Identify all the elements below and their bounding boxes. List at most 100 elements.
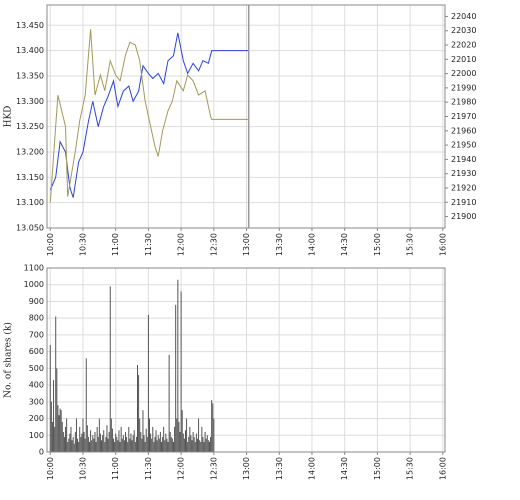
volume-bar bbox=[137, 365, 139, 452]
volume-bar bbox=[157, 435, 159, 452]
volume-bar bbox=[109, 286, 111, 452]
volume-bar bbox=[86, 425, 88, 452]
y-tick-label: 13.200 bbox=[16, 147, 44, 156]
volume-bar bbox=[165, 433, 167, 452]
x-tick-label: 16:00 bbox=[438, 233, 447, 256]
y-tick-label: 1000 bbox=[24, 280, 44, 289]
volume-bar bbox=[89, 441, 91, 452]
y-tick-label: 13.150 bbox=[16, 173, 44, 182]
volume-bar bbox=[118, 430, 120, 452]
plot-frame bbox=[46, 267, 446, 453]
volume-bar bbox=[103, 430, 105, 452]
x-tick-label: 10:00 bbox=[46, 457, 55, 480]
volume-bar bbox=[128, 426, 130, 452]
volume-bar bbox=[105, 436, 107, 452]
volume-bar bbox=[152, 426, 154, 452]
volume-bar bbox=[78, 441, 80, 452]
volume-bar bbox=[213, 418, 215, 452]
volume-bar bbox=[61, 421, 63, 452]
volume-bar bbox=[193, 436, 195, 452]
volume-bar bbox=[63, 436, 65, 452]
volume-bar bbox=[186, 418, 188, 452]
x-tick-label: 15:00 bbox=[373, 457, 382, 480]
volume-bar bbox=[192, 431, 194, 452]
volume-bar bbox=[141, 438, 143, 452]
volume-bar bbox=[179, 431, 181, 452]
volume-bar bbox=[51, 421, 53, 452]
x-tick-label: 10:30 bbox=[78, 233, 87, 256]
volume-bar bbox=[134, 441, 136, 452]
volume-bar bbox=[129, 438, 131, 452]
volume-bar bbox=[142, 410, 144, 452]
volume-bar bbox=[174, 426, 176, 452]
volume-bar bbox=[111, 428, 113, 452]
volume-bar bbox=[73, 443, 75, 452]
volume-bar bbox=[131, 440, 133, 452]
volume-bar bbox=[123, 440, 125, 452]
volume-bar bbox=[59, 408, 61, 452]
volume-bar bbox=[132, 435, 134, 452]
volume-bar bbox=[120, 426, 122, 452]
volume-bar bbox=[146, 436, 148, 452]
y-tick-label: 13.050 bbox=[16, 224, 44, 233]
volume-bar bbox=[126, 436, 128, 452]
y2-tick-label: 21930 bbox=[451, 169, 476, 178]
y-tick-label: 800 bbox=[29, 314, 44, 323]
volume-bar bbox=[115, 433, 117, 452]
volume-bar bbox=[177, 279, 179, 452]
x-tick-label: 10:00 bbox=[46, 233, 55, 256]
volume-bar bbox=[139, 418, 141, 452]
volume-bar bbox=[65, 426, 67, 452]
volume-bar bbox=[140, 431, 142, 452]
y2-tick-label: 22020 bbox=[451, 41, 476, 50]
plot-area bbox=[47, 5, 445, 228]
volume-bar bbox=[208, 441, 210, 452]
volume-bar bbox=[101, 440, 103, 452]
volume-bar bbox=[92, 435, 94, 452]
volume-bar bbox=[80, 436, 82, 452]
x-tick-label: 13:30 bbox=[275, 233, 284, 256]
y2-tick-label: 21950 bbox=[451, 141, 476, 150]
x-tick-label: 14:00 bbox=[307, 233, 316, 256]
y2-tick-label: 22030 bbox=[451, 26, 476, 35]
y-tick-label: 400 bbox=[29, 381, 44, 390]
volume-bar bbox=[71, 440, 73, 452]
y-tick-label: 13.450 bbox=[16, 21, 44, 30]
volume-bar bbox=[166, 438, 168, 452]
x-tick-label: 13:00 bbox=[242, 233, 251, 256]
volume-bar bbox=[62, 431, 64, 452]
y2-tick-label: 21970 bbox=[451, 112, 476, 121]
volume-bar bbox=[133, 430, 135, 452]
volume-bar bbox=[75, 418, 77, 452]
volume-bar bbox=[183, 438, 185, 452]
volume-bar bbox=[70, 426, 72, 452]
y2-tick-label: 21940 bbox=[451, 155, 476, 164]
volume-bar bbox=[195, 433, 197, 452]
x-tick-label: 11:00 bbox=[111, 457, 120, 480]
volume-bar bbox=[54, 426, 56, 452]
volume-bar bbox=[77, 438, 79, 452]
volume-bar bbox=[188, 436, 190, 452]
x-tick-label: 11:30 bbox=[144, 233, 153, 256]
y-axis-label: No. of shares (k) bbox=[3, 322, 14, 398]
y2-tick-label: 21900 bbox=[451, 212, 476, 221]
y2-tick-label: 21910 bbox=[451, 198, 476, 207]
x-tick-label: 12:00 bbox=[177, 233, 186, 256]
volume-bar bbox=[82, 418, 84, 452]
volume-bar bbox=[178, 421, 180, 452]
volume-bar bbox=[198, 418, 200, 452]
volume-bar bbox=[83, 431, 85, 452]
volume-bar bbox=[164, 440, 166, 452]
y-tick-label: 13.250 bbox=[16, 122, 44, 131]
x-tick-label: 12:30 bbox=[209, 233, 218, 256]
plot-frame bbox=[46, 4, 446, 229]
volume-bar bbox=[104, 441, 106, 452]
volume-bar bbox=[150, 433, 152, 452]
volume-bar bbox=[125, 431, 127, 452]
volume-bar bbox=[116, 436, 118, 452]
y-tick-label: 100 bbox=[29, 431, 44, 440]
x-tick-label: 12:00 bbox=[177, 457, 186, 480]
volume-bar bbox=[171, 438, 173, 452]
y-tick-label: 500 bbox=[29, 364, 44, 373]
